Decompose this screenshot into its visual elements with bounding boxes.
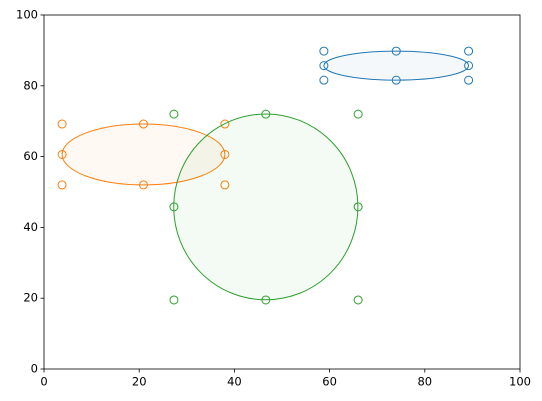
x-tick-label: 40 xyxy=(227,375,242,389)
x-tick-label: 60 xyxy=(322,375,337,389)
y-tick-label: 20 xyxy=(23,291,38,305)
marker xyxy=(353,202,363,212)
marker xyxy=(353,109,363,119)
marker xyxy=(57,149,67,159)
y-tick-label: 40 xyxy=(23,220,38,234)
marker xyxy=(138,119,148,129)
marker xyxy=(319,61,329,71)
marker xyxy=(353,295,363,305)
marker xyxy=(464,61,474,71)
marker xyxy=(220,180,230,190)
x-tick-label: 100 xyxy=(509,375,531,389)
marker xyxy=(169,202,179,212)
marker xyxy=(464,75,474,85)
marker xyxy=(169,109,179,119)
x-tick-label: 80 xyxy=(417,375,432,389)
marker xyxy=(57,119,67,129)
marker xyxy=(261,295,271,305)
ellipse xyxy=(323,50,470,81)
y-tick-label: 0 xyxy=(31,362,38,376)
marker xyxy=(57,180,67,190)
marker xyxy=(391,46,401,56)
marker xyxy=(220,119,230,129)
marker xyxy=(319,46,329,56)
x-tick-label: 20 xyxy=(132,375,147,389)
marker xyxy=(391,75,401,85)
marker xyxy=(138,180,148,190)
y-tick-label: 60 xyxy=(23,149,38,163)
y-tick-label: 80 xyxy=(23,78,38,92)
y-tick-label: 100 xyxy=(16,8,38,22)
ellipse xyxy=(173,113,359,301)
marker xyxy=(319,75,329,85)
marker xyxy=(220,149,230,159)
axes-frame xyxy=(43,14,521,370)
marker xyxy=(464,46,474,56)
marker xyxy=(169,295,179,305)
x-tick-label: 0 xyxy=(40,375,47,389)
ellipse xyxy=(61,123,226,186)
marker xyxy=(261,109,271,119)
